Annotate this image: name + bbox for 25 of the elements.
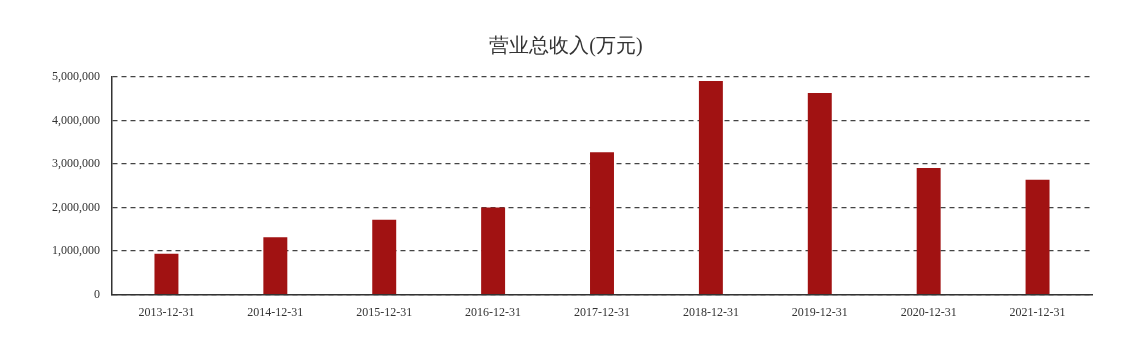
- bar: [590, 152, 614, 294]
- y-tick-label: 5,000,000: [52, 69, 100, 84]
- y-tick-label: 1,000,000: [52, 243, 100, 258]
- y-tick-label: 2,000,000: [52, 199, 100, 214]
- x-tick-label: 2019-12-31: [791, 304, 848, 319]
- x-tick-label: 2018-12-31: [682, 304, 739, 319]
- x-tick-label: 2015-12-31: [356, 304, 413, 319]
- y-tick-label: 4,000,000: [52, 112, 100, 127]
- bar: [372, 219, 397, 294]
- x-tick-label: 2020-12-31: [900, 304, 957, 319]
- y-tick-label: 3,000,000: [52, 156, 100, 171]
- x-tick-label: 2017-12-31: [574, 304, 630, 319]
- bar: [807, 93, 832, 294]
- bar: [698, 80, 723, 294]
- bar: [154, 253, 179, 294]
- bar: [1025, 179, 1050, 294]
- x-tick-label: 2014-12-31: [247, 304, 304, 319]
- bar: [263, 237, 288, 294]
- chart-title: 营业总收入(万元): [489, 34, 643, 58]
- x-tick-label: 2021-12-31: [1009, 304, 1066, 319]
- bar: [481, 207, 506, 294]
- bar: [916, 167, 941, 294]
- x-tick-label: 2013-12-31: [138, 304, 195, 319]
- y-tick-label: 0: [94, 286, 100, 301]
- x-tick-label: 2016-12-31: [465, 304, 522, 319]
